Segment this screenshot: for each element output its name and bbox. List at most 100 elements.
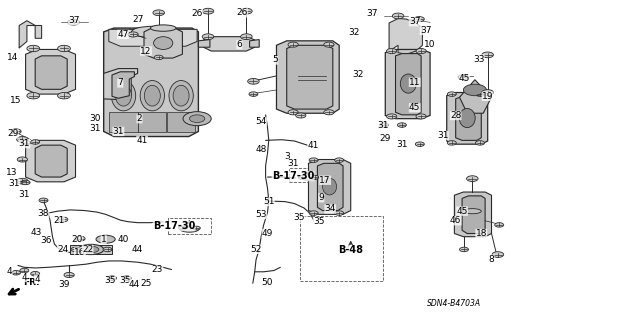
Text: 25: 25	[140, 279, 152, 288]
Polygon shape	[104, 28, 198, 137]
Ellipse shape	[463, 209, 481, 214]
Text: 29: 29	[380, 134, 391, 143]
Text: FR.: FR.	[23, 278, 40, 287]
Ellipse shape	[401, 74, 417, 93]
Text: 18: 18	[476, 229, 487, 238]
Text: 30: 30	[89, 114, 100, 123]
Circle shape	[202, 8, 214, 14]
Circle shape	[103, 247, 112, 252]
Circle shape	[68, 19, 79, 25]
Text: 45: 45	[456, 207, 468, 216]
Polygon shape	[460, 80, 492, 113]
Text: 35: 35	[104, 276, 116, 285]
Text: SDN4-B4703A: SDN4-B4703A	[428, 299, 481, 308]
Circle shape	[183, 112, 211, 126]
Text: 31: 31	[437, 131, 449, 140]
Polygon shape	[35, 145, 67, 177]
Ellipse shape	[140, 81, 164, 111]
Circle shape	[467, 176, 478, 182]
Text: 38: 38	[38, 209, 49, 218]
Polygon shape	[109, 29, 197, 46]
Circle shape	[476, 92, 484, 96]
Circle shape	[476, 141, 484, 145]
Text: 31: 31	[287, 159, 299, 168]
Polygon shape	[287, 45, 333, 109]
Polygon shape	[385, 49, 430, 119]
Ellipse shape	[154, 37, 173, 49]
Circle shape	[296, 113, 306, 118]
Text: 24: 24	[57, 245, 68, 254]
Text: 37: 37	[409, 17, 420, 26]
Text: 39: 39	[58, 280, 70, 289]
Text: 20: 20	[71, 235, 83, 244]
Circle shape	[387, 114, 397, 119]
Text: 49: 49	[262, 229, 273, 238]
Circle shape	[12, 271, 20, 275]
Text: 31: 31	[377, 121, 388, 130]
Circle shape	[31, 271, 40, 276]
Circle shape	[416, 114, 426, 119]
Ellipse shape	[180, 226, 199, 232]
Circle shape	[463, 84, 486, 96]
Text: 32: 32	[348, 28, 360, 37]
Polygon shape	[144, 27, 182, 58]
Circle shape	[249, 92, 258, 96]
Text: 19: 19	[482, 92, 493, 101]
Text: 4: 4	[7, 267, 12, 276]
Text: B-17-30: B-17-30	[272, 171, 314, 181]
Text: 44: 44	[132, 245, 143, 254]
Text: 10: 10	[424, 40, 436, 48]
Circle shape	[17, 157, 28, 162]
Text: 37: 37	[68, 16, 79, 25]
Polygon shape	[26, 140, 76, 182]
Bar	[109, 112, 138, 132]
Ellipse shape	[132, 26, 173, 37]
Text: 21: 21	[53, 216, 65, 225]
Polygon shape	[112, 72, 134, 98]
Text: B-48: B-48	[338, 245, 364, 256]
Circle shape	[415, 142, 424, 146]
Bar	[167, 112, 195, 132]
Circle shape	[392, 13, 404, 19]
Circle shape	[458, 75, 468, 80]
Circle shape	[248, 78, 259, 84]
Circle shape	[460, 247, 468, 252]
Polygon shape	[204, 37, 255, 51]
Ellipse shape	[96, 235, 115, 243]
Text: 40: 40	[117, 235, 129, 244]
Circle shape	[17, 178, 28, 184]
Polygon shape	[308, 160, 351, 214]
Polygon shape	[454, 192, 492, 237]
Text: 50: 50	[262, 278, 273, 287]
Circle shape	[153, 10, 164, 16]
Circle shape	[309, 211, 318, 215]
Text: 47: 47	[117, 30, 129, 39]
Ellipse shape	[115, 85, 132, 106]
Text: 41: 41	[308, 141, 319, 150]
Bar	[70, 245, 112, 254]
Text: 35: 35	[294, 213, 305, 222]
Circle shape	[447, 92, 456, 96]
Text: 23: 23	[152, 265, 163, 274]
Text: 45: 45	[458, 74, 470, 83]
Ellipse shape	[169, 81, 193, 111]
Text: 6: 6	[237, 40, 242, 49]
Text: 2: 2	[137, 114, 142, 123]
Polygon shape	[19, 21, 42, 48]
Text: 31: 31	[396, 140, 408, 149]
Circle shape	[27, 93, 40, 99]
Text: 27: 27	[132, 15, 143, 24]
Text: 34: 34	[324, 204, 336, 213]
Ellipse shape	[111, 81, 136, 111]
Polygon shape	[35, 56, 67, 89]
Text: 37: 37	[420, 26, 431, 35]
Text: 36: 36	[40, 236, 52, 245]
Text: 31: 31	[19, 139, 30, 148]
Bar	[289, 168, 328, 182]
Text: 35: 35	[120, 276, 131, 285]
Text: 31: 31	[89, 124, 100, 133]
Text: 22: 22	[82, 245, 93, 254]
Circle shape	[492, 252, 504, 257]
Ellipse shape	[300, 174, 317, 180]
Polygon shape	[104, 69, 138, 100]
